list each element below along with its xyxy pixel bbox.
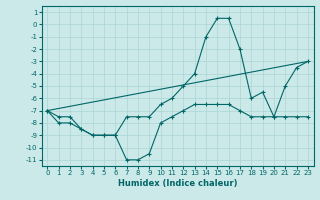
X-axis label: Humidex (Indice chaleur): Humidex (Indice chaleur) <box>118 179 237 188</box>
